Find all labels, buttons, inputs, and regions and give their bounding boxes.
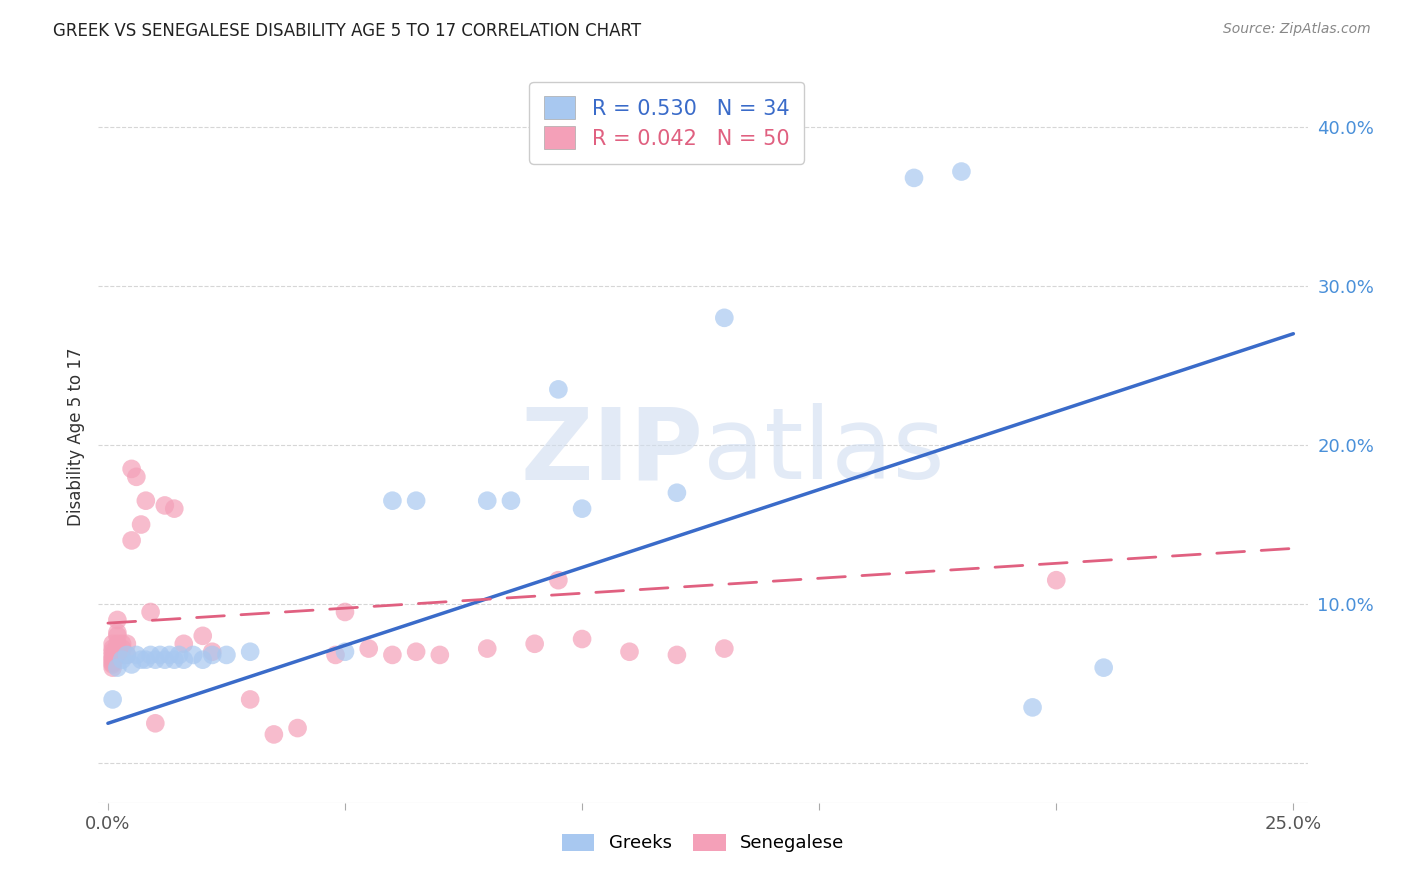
Point xyxy=(111,641,134,656)
Point xyxy=(201,648,224,662)
Point xyxy=(111,637,134,651)
Point xyxy=(547,383,569,397)
Point xyxy=(121,462,143,476)
Point xyxy=(239,645,262,659)
Point xyxy=(101,653,124,667)
Point xyxy=(405,493,427,508)
Point xyxy=(429,648,451,662)
Point xyxy=(101,657,124,672)
Point xyxy=(1092,660,1115,674)
Point xyxy=(101,656,124,670)
Point xyxy=(173,637,195,651)
Point xyxy=(153,653,176,667)
Point xyxy=(477,641,499,656)
Point xyxy=(325,648,347,662)
Point xyxy=(163,501,186,516)
Point xyxy=(381,493,404,508)
Y-axis label: Disability Age 5 to 17: Disability Age 5 to 17 xyxy=(66,348,84,526)
Point xyxy=(121,533,143,548)
Point xyxy=(665,648,688,662)
Point xyxy=(121,657,143,672)
Point xyxy=(101,651,124,665)
Point xyxy=(239,692,262,706)
Point xyxy=(547,573,569,587)
Point xyxy=(201,645,224,659)
Point xyxy=(571,501,593,516)
Point xyxy=(1045,573,1067,587)
Point xyxy=(571,632,593,646)
Legend: Greeks, Senegalese: Greeks, Senegalese xyxy=(554,826,852,860)
Point xyxy=(333,605,356,619)
Point xyxy=(191,629,214,643)
Point xyxy=(111,648,134,662)
Point xyxy=(135,493,157,508)
Point xyxy=(129,517,152,532)
Point xyxy=(1021,700,1043,714)
Point xyxy=(153,499,176,513)
Text: GREEK VS SENEGALESE DISABILITY AGE 5 TO 17 CORRELATION CHART: GREEK VS SENEGALESE DISABILITY AGE 5 TO … xyxy=(53,22,641,40)
Point xyxy=(149,648,172,662)
Point xyxy=(381,648,404,662)
Point xyxy=(167,648,190,662)
Point xyxy=(333,645,356,659)
Text: atlas: atlas xyxy=(703,403,945,500)
Point xyxy=(105,660,128,674)
Point xyxy=(129,653,152,667)
Point xyxy=(173,653,195,667)
Point xyxy=(619,645,641,659)
Point xyxy=(357,641,380,656)
Point xyxy=(105,645,128,659)
Point xyxy=(287,721,309,735)
Point xyxy=(950,164,973,178)
Point xyxy=(101,637,124,651)
Point xyxy=(101,660,124,674)
Point xyxy=(143,653,166,667)
Point xyxy=(713,310,735,325)
Point xyxy=(115,648,138,662)
Point xyxy=(215,648,238,662)
Point xyxy=(111,653,134,667)
Point xyxy=(139,605,162,619)
Point xyxy=(105,629,128,643)
Point xyxy=(163,653,186,667)
Point xyxy=(105,613,128,627)
Point xyxy=(101,641,124,656)
Point xyxy=(191,653,214,667)
Point xyxy=(105,625,128,640)
Point xyxy=(405,645,427,659)
Point xyxy=(125,470,148,484)
Point xyxy=(665,485,688,500)
Point xyxy=(523,637,546,651)
Point xyxy=(115,648,138,662)
Point xyxy=(115,637,138,651)
Point xyxy=(143,716,166,731)
Point xyxy=(159,648,181,662)
Point xyxy=(139,648,162,662)
Point xyxy=(105,637,128,651)
Point xyxy=(101,648,124,662)
Point xyxy=(101,692,124,706)
Point xyxy=(105,648,128,662)
Point xyxy=(181,648,204,662)
Point xyxy=(499,493,522,508)
Point xyxy=(125,648,148,662)
Text: ZIP: ZIP xyxy=(520,403,703,500)
Point xyxy=(263,727,285,741)
Point xyxy=(477,493,499,508)
Point xyxy=(105,641,128,656)
Point xyxy=(903,170,925,185)
Point xyxy=(713,641,735,656)
Point xyxy=(101,645,124,659)
Text: Source: ZipAtlas.com: Source: ZipAtlas.com xyxy=(1223,22,1371,37)
Point xyxy=(135,653,157,667)
